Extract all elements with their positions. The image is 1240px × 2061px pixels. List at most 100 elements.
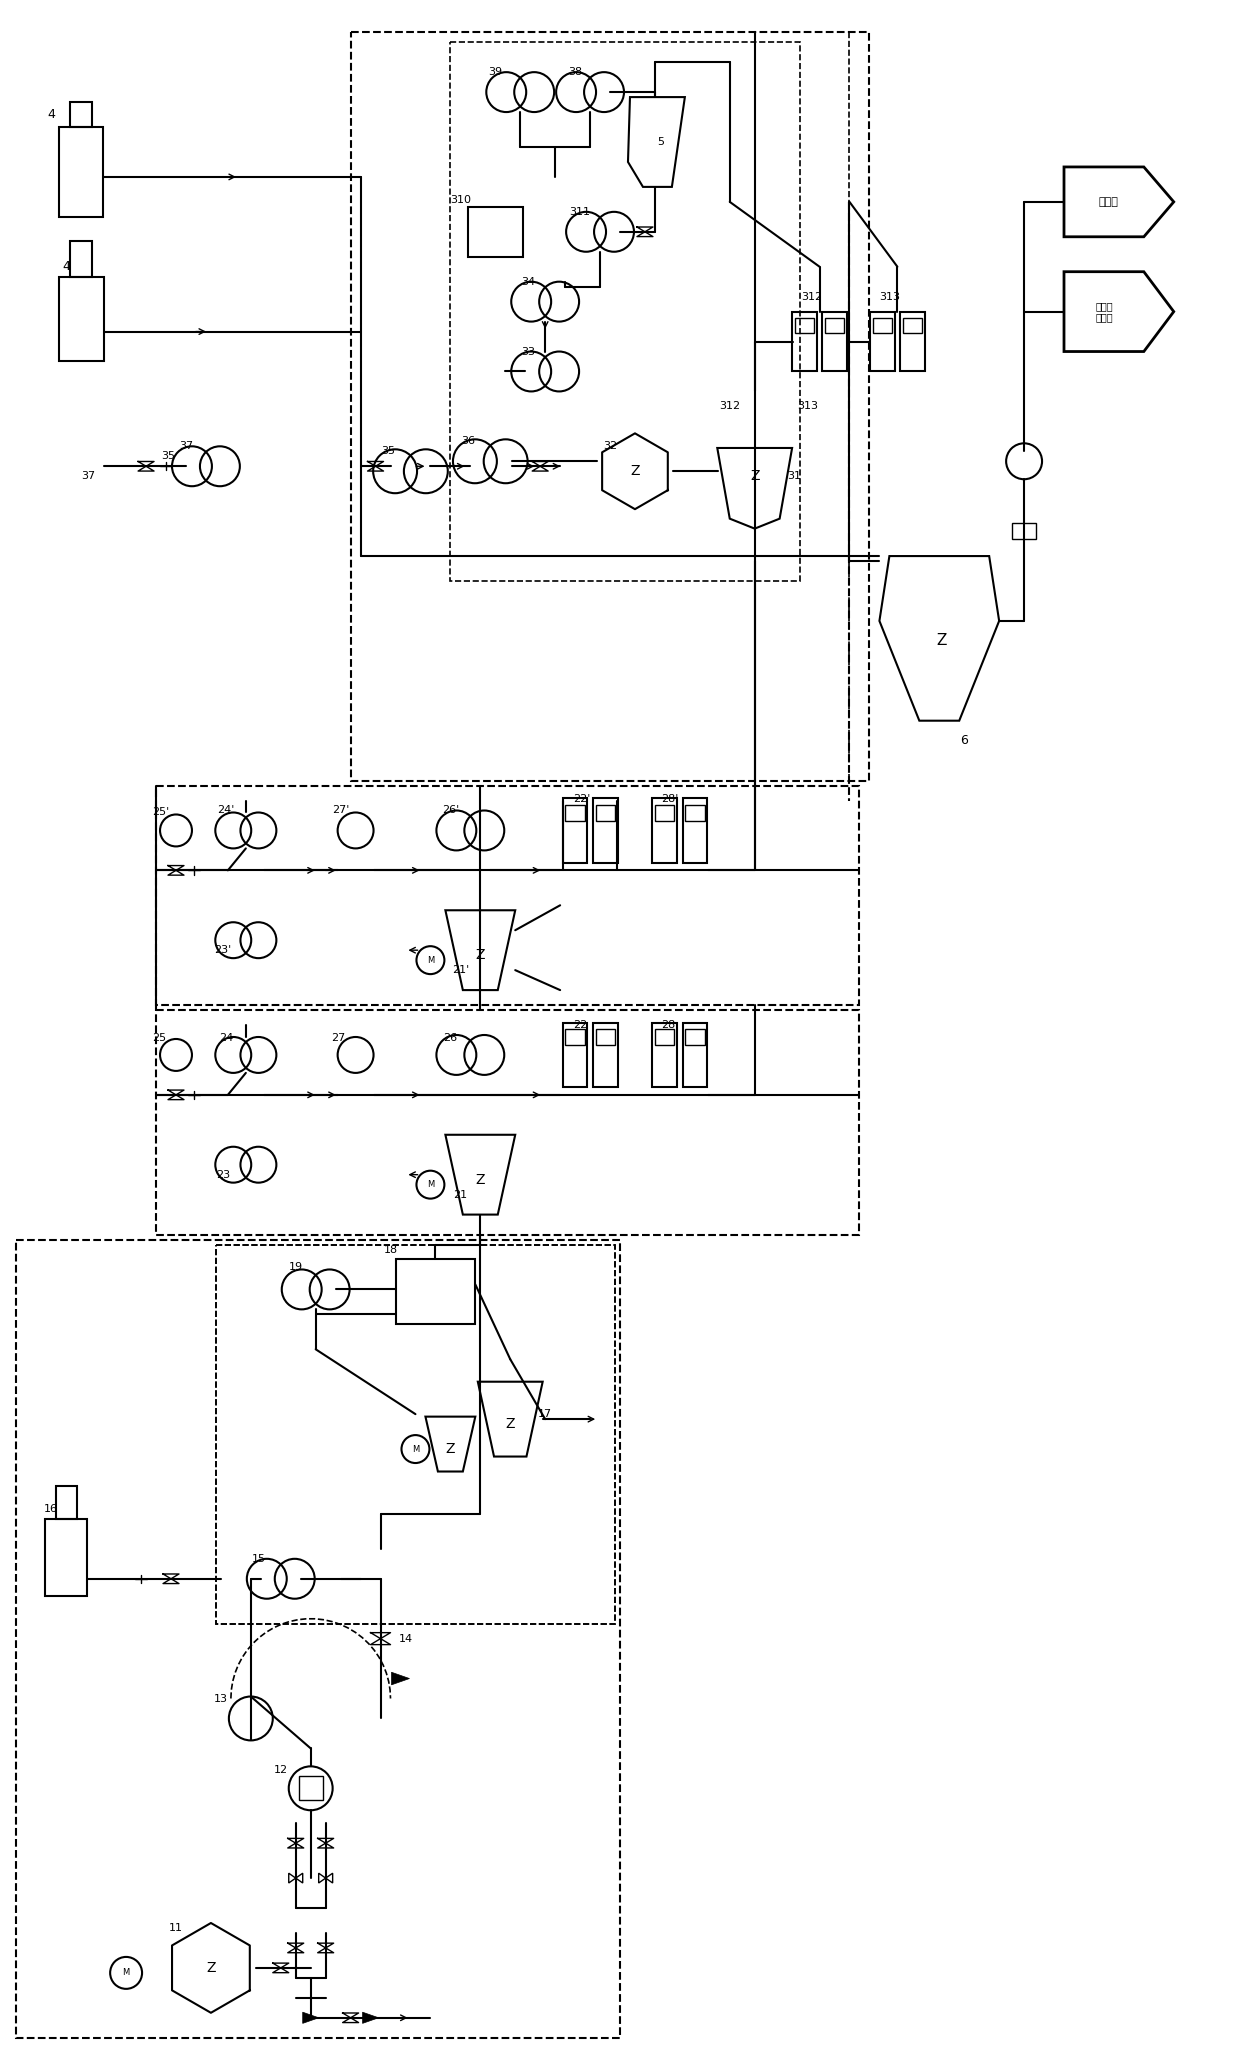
Text: 16: 16 [45,1505,58,1515]
Text: 22': 22' [573,793,590,804]
Text: Z: Z [630,464,640,478]
Text: 23': 23' [215,946,232,954]
Text: Z: Z [476,1173,485,1187]
Bar [16,1239,620,2038]
Text: 19: 19 [289,1263,303,1272]
Text: 12: 12 [274,1766,288,1775]
Text: 回流去
原料罐: 回流去 原料罐 [1095,301,1112,322]
Text: 31: 31 [787,472,801,482]
Text: 32: 32 [603,441,618,451]
Text: 23: 23 [216,1171,229,1179]
Text: 5: 5 [657,136,663,146]
Text: 24': 24' [217,806,234,816]
Bar [595,1028,615,1045]
Polygon shape [303,2012,319,2024]
Bar [903,317,923,332]
Text: Z: Z [750,470,759,482]
Text: 312: 312 [719,402,740,412]
Polygon shape [392,1671,409,1684]
Bar [156,785,859,1006]
Text: 26': 26' [441,806,459,816]
Bar [156,1010,859,1235]
Text: 6: 6 [960,734,968,748]
Text: 26: 26 [444,1033,458,1043]
Text: 28': 28' [661,793,678,804]
Text: 33: 33 [521,346,536,357]
Bar [563,1022,588,1088]
Bar [1012,523,1037,540]
Bar [46,1519,87,1595]
Text: 313: 313 [879,293,900,301]
Text: 18: 18 [383,1245,398,1255]
Bar [71,103,92,128]
Bar [58,276,104,361]
Bar [450,41,800,581]
Bar [565,804,584,820]
Text: 39: 39 [489,68,502,76]
Bar [351,33,869,781]
Text: 24: 24 [218,1033,233,1043]
Text: Z: Z [476,948,485,962]
Text: 28: 28 [661,1020,675,1030]
Text: 14: 14 [398,1634,413,1643]
Bar [900,311,925,371]
Bar [686,1028,704,1045]
Text: Z: Z [445,1443,455,1455]
Text: 37: 37 [179,441,193,451]
Bar [870,311,894,371]
Text: 17: 17 [538,1410,552,1420]
Text: Z: Z [206,1960,216,1974]
Text: M: M [427,1181,434,1189]
Bar [655,804,675,820]
Text: 310: 310 [450,196,471,204]
Text: 312: 312 [801,293,822,301]
Text: 38: 38 [568,68,582,76]
Bar [792,311,817,371]
Bar [565,1028,584,1045]
Text: 25: 25 [153,1033,166,1043]
Bar [56,1486,77,1519]
Text: 313: 313 [797,402,818,412]
Bar [682,1022,707,1088]
Text: 15: 15 [252,1554,265,1564]
Text: M: M [412,1445,419,1453]
Text: Z: Z [506,1418,515,1430]
Text: 25': 25' [153,808,170,818]
Bar [593,798,618,864]
Text: 4: 4 [47,107,56,120]
Bar [682,798,707,864]
Bar [652,798,677,864]
Bar [69,241,93,276]
Text: 34: 34 [521,276,536,286]
Text: 22: 22 [573,1020,588,1030]
Bar [795,317,815,332]
Text: 4: 4 [62,260,71,274]
Bar [825,317,844,332]
Bar [216,1245,615,1624]
Bar [563,798,588,864]
Text: 35: 35 [161,451,175,462]
Text: 27: 27 [331,1033,346,1043]
Bar [299,1777,322,1799]
Bar [216,1245,615,1624]
Bar [686,804,704,820]
Text: 21': 21' [451,965,469,975]
Text: Z: Z [936,633,946,649]
Text: 37: 37 [81,472,95,482]
Text: 21: 21 [454,1189,467,1200]
Text: 13: 13 [213,1694,228,1704]
Bar [469,206,523,258]
Bar [60,128,103,216]
Polygon shape [362,2012,378,2024]
Bar [655,1028,675,1045]
Text: 35: 35 [382,447,396,455]
Text: 27': 27' [332,806,350,816]
Bar [822,311,847,371]
Bar [396,1259,475,1325]
Text: M: M [123,1968,130,1976]
Bar [593,1022,618,1088]
Text: M: M [427,956,434,965]
Bar [595,804,615,820]
Text: 后工序: 后工序 [1099,198,1118,206]
Text: 11: 11 [169,1923,184,1933]
